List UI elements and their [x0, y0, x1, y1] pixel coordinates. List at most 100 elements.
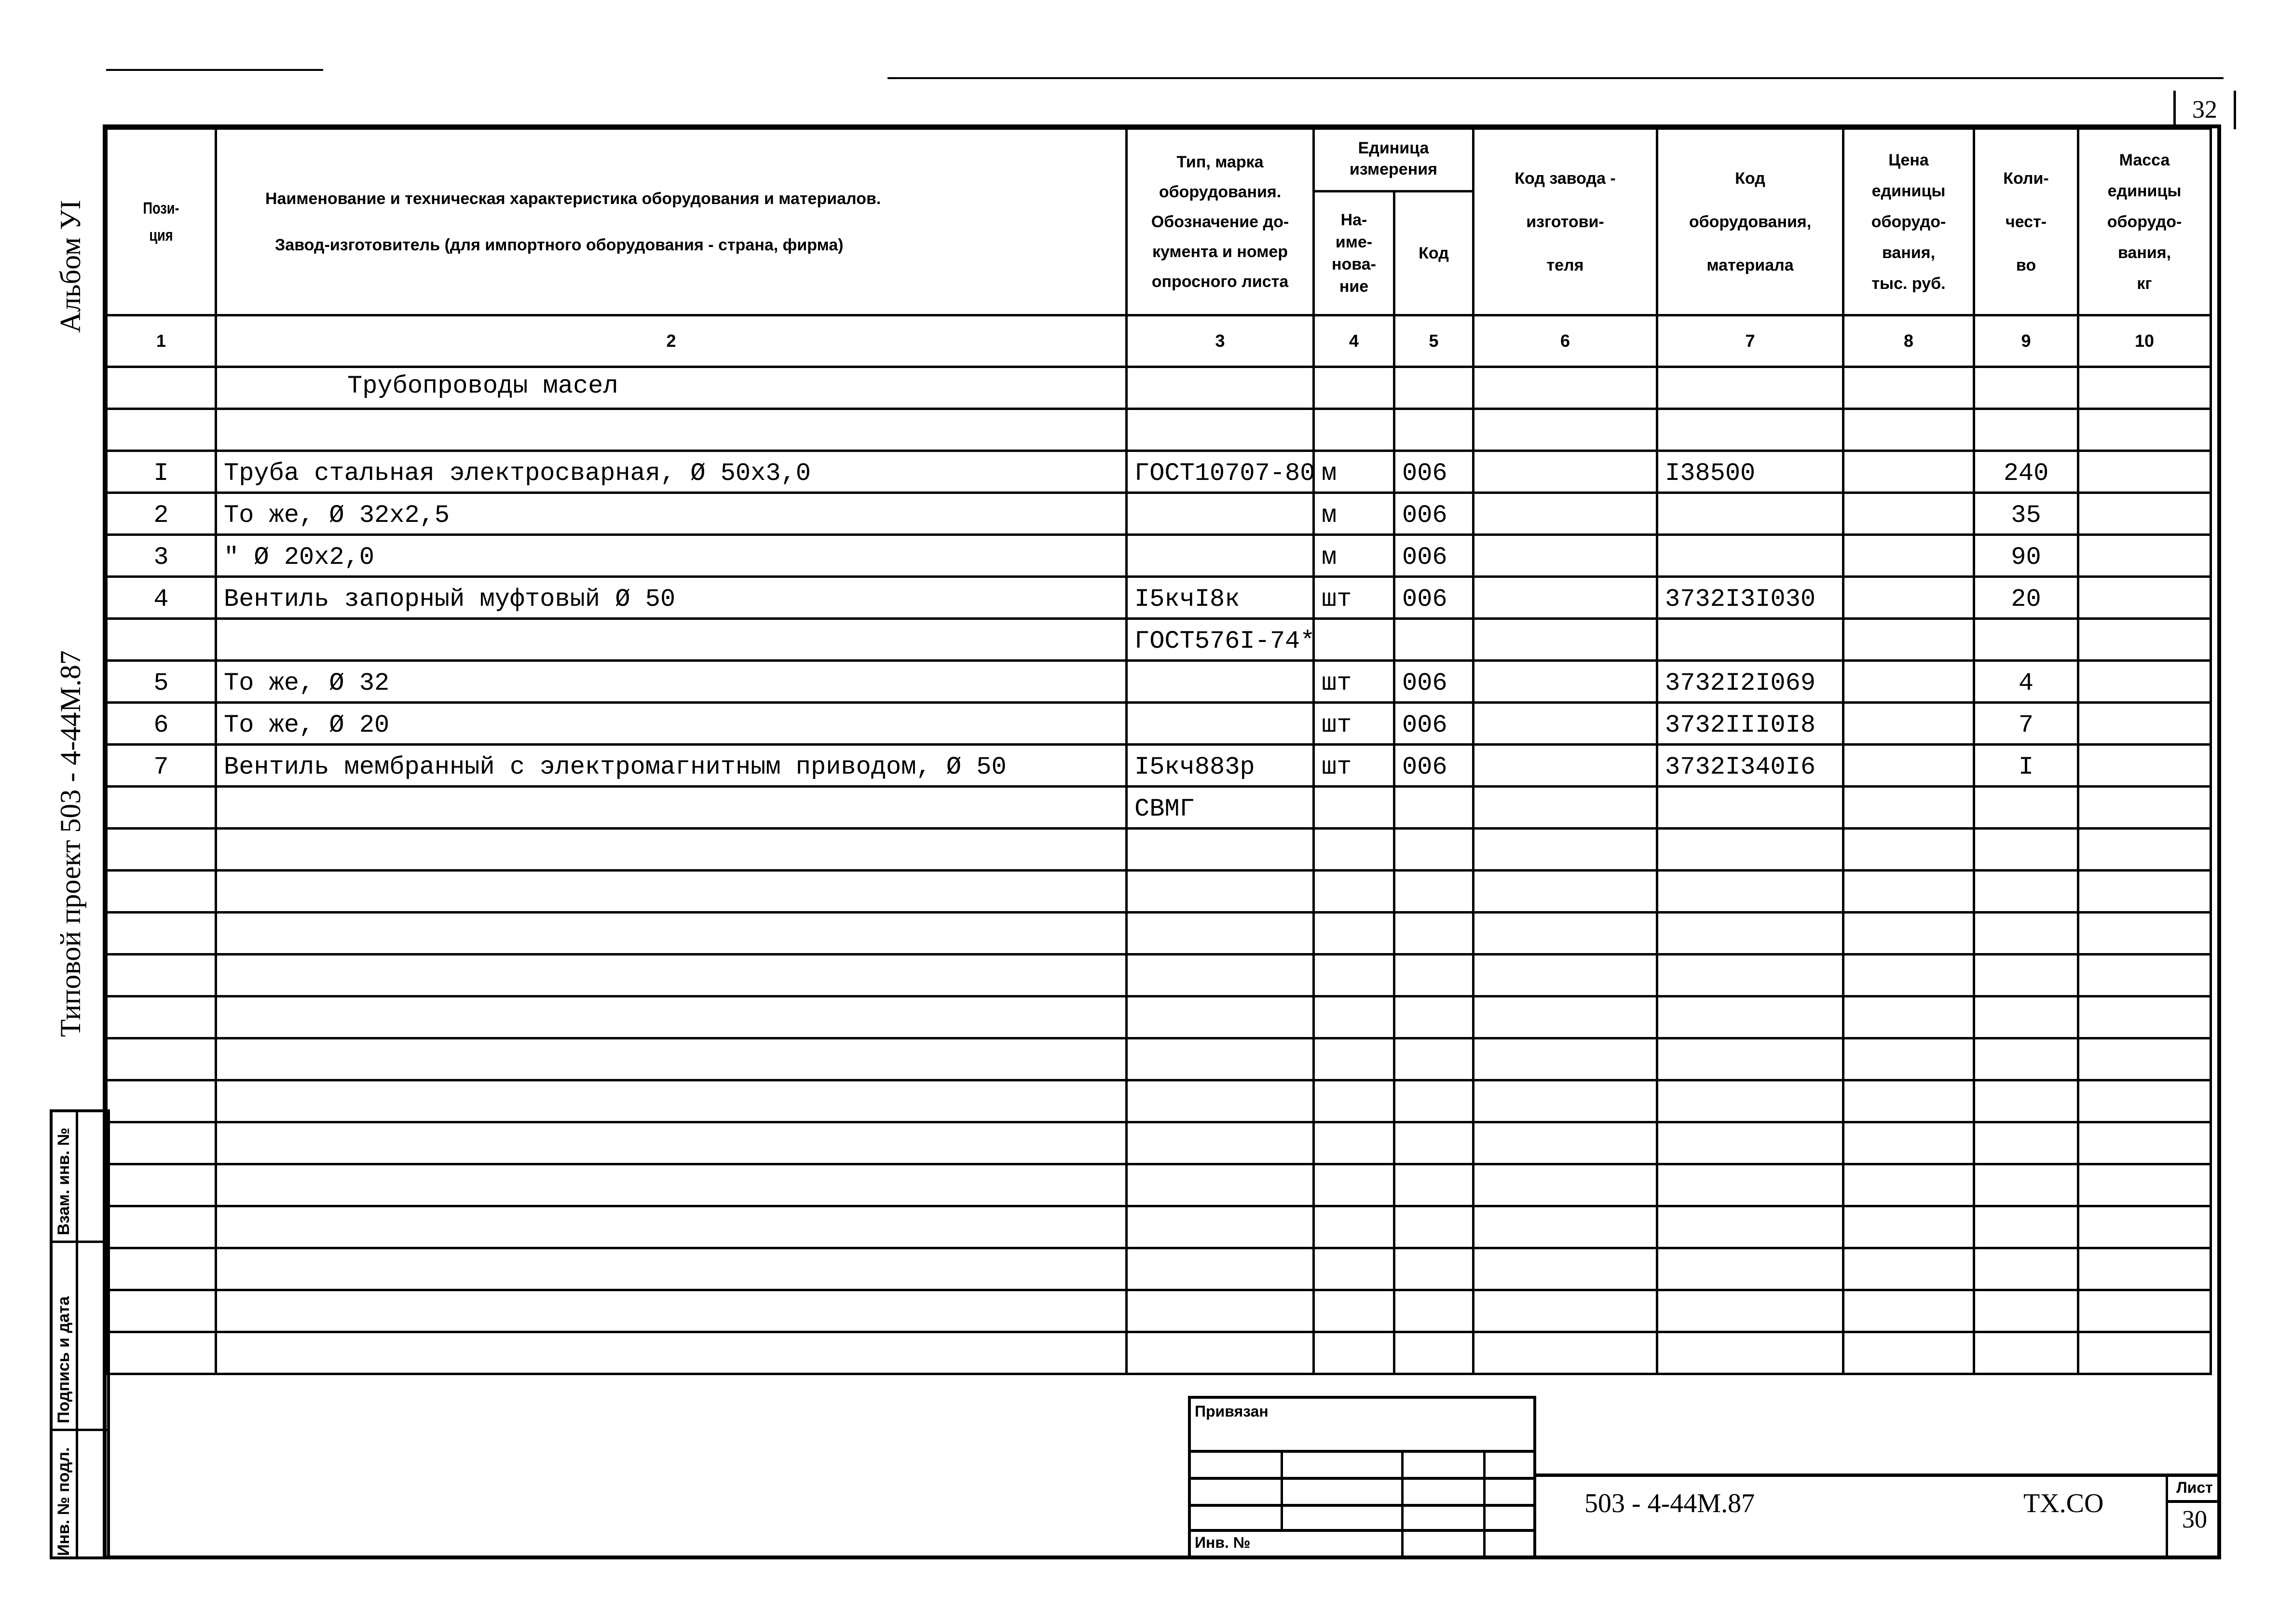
stamp-divider: [53, 1429, 107, 1431]
cell-unit: [1312, 1331, 1395, 1375]
cell-type: ГОСТ10707-80: [1125, 450, 1315, 494]
cell-plant: [1472, 701, 1658, 746]
cell-equip: [1656, 785, 1844, 830]
stamp-line: [1191, 1529, 1533, 1532]
cell-price: [1842, 1079, 1975, 1123]
cell-type: I5кч883р: [1125, 743, 1315, 788]
cell-unit: [1312, 869, 1395, 914]
stamp-orig-inv: Инв. № подл.: [55, 1447, 73, 1556]
cell-plant: [1472, 491, 1658, 536]
cell-unit: [1312, 617, 1395, 662]
cell-mass: [2077, 1247, 2212, 1291]
cell-unit: [1312, 1079, 1395, 1123]
cell-name: [215, 1205, 1128, 1249]
cell-type: [1125, 1163, 1315, 1207]
cell-code: [1393, 1247, 1474, 1291]
cell-name: Вентиль мембранный с электромагнитным пр…: [215, 743, 1128, 788]
column-number: 7: [1656, 314, 1844, 368]
cell-mass: [2077, 450, 2212, 494]
cell-mass: [2077, 1079, 2212, 1123]
column-number: 3: [1125, 314, 1315, 368]
cell-equip: [1656, 995, 1844, 1039]
cell-qty: [1973, 1079, 2079, 1123]
cell-equip: [1656, 1247, 1844, 1291]
header-type: Тип, марка оборудования. Обозначение до-ку…: [1125, 127, 1315, 316]
cell-name: [215, 953, 1128, 997]
cell-qty: [1973, 911, 2079, 955]
table-row: СВМГ: [105, 785, 2212, 830]
cell-pos: [105, 1289, 217, 1333]
cell-price: [1842, 1331, 1975, 1375]
stamp-divider: [76, 1112, 78, 1556]
cell-name: [215, 1289, 1128, 1333]
cell-code: [1393, 1037, 1474, 1081]
column-number: 8: [1842, 314, 1975, 368]
table-row: [105, 827, 2212, 872]
cell-pos: [105, 1079, 217, 1123]
table-row: [105, 1289, 2212, 1333]
cell-pos: [105, 1163, 217, 1207]
cell-mass: [2077, 911, 2212, 955]
header-unit-name: На-име-нова-ние: [1312, 190, 1395, 316]
cell-qty: [1973, 1247, 2079, 1291]
cell-qty: 240: [1973, 450, 2079, 494]
header-unit: Единица измерения: [1312, 127, 1474, 192]
cell-equip: [1656, 1205, 1844, 1249]
cell-mass: [2077, 533, 2212, 578]
cell-qty: 35: [1973, 491, 2079, 536]
table-row: [105, 953, 2212, 997]
cell-type: I5кчI8к: [1125, 575, 1315, 620]
header-position: Пози-ция: [105, 127, 217, 316]
cell-equip: [1656, 533, 1844, 578]
cell-qty: [1973, 827, 2079, 872]
cell-type: [1125, 869, 1315, 914]
cell-price: [1842, 953, 1975, 997]
top-rule-right: [887, 77, 2224, 79]
stamp-line: [1191, 1504, 1533, 1507]
header-plant-code: Код завода - изготови-теля: [1472, 127, 1658, 316]
cell-pos: 7: [105, 743, 217, 788]
cell-plant: [1472, 827, 1658, 872]
cell-unit: м: [1312, 450, 1395, 494]
cell-name: [215, 995, 1128, 1039]
cell-type: [1125, 701, 1315, 746]
stamp-replaced-inv: Взам. инв. №: [55, 1127, 73, 1235]
cell-type: [1125, 1205, 1315, 1249]
cell-mass: [2077, 575, 2212, 620]
table-row: [105, 1205, 2212, 1249]
cell-plant: [1472, 911, 1658, 955]
cell-pos: [105, 1121, 217, 1165]
cell-qty: [1973, 1121, 2079, 1165]
cell-mass: [2077, 659, 2212, 704]
cell-unit: [1312, 366, 1395, 410]
cell-unit: шт: [1312, 659, 1395, 704]
table-row: [105, 1121, 2212, 1165]
cell-code: [1393, 366, 1474, 410]
header-name-line1: Наименование и техническая характеристик…: [265, 190, 881, 208]
cell-code: 006: [1393, 701, 1474, 746]
table-row: 7 Вентиль мембранный с электромагнитным п…: [105, 743, 2212, 788]
cell-name: [215, 911, 1128, 955]
cell-plant: [1472, 1247, 1658, 1291]
cell-plant: [1472, 408, 1658, 452]
cell-unit: [1312, 408, 1395, 452]
cell-pos: [105, 995, 217, 1039]
cell-plant: [1472, 450, 1658, 494]
cell-qty: 90: [1973, 533, 2079, 578]
cell-price: [1842, 743, 1975, 788]
cell-price: [1842, 617, 1975, 662]
cell-type: [1125, 1289, 1315, 1333]
cell-pos: [105, 953, 217, 997]
cell-code: [1393, 617, 1474, 662]
cell-equip: [1656, 869, 1844, 914]
cell-name: [215, 617, 1128, 662]
cell-type: [1125, 1247, 1315, 1291]
cell-code: [1393, 1121, 1474, 1165]
cell-price: [1842, 1247, 1975, 1291]
cell-qty: [1973, 1205, 2079, 1249]
cell-pos: [105, 1205, 217, 1249]
cell-plant: [1472, 1037, 1658, 1081]
cell-equip: 3732I340I6: [1656, 743, 1844, 788]
cell-name: [215, 869, 1128, 914]
cell-mass: [2077, 1289, 2212, 1333]
